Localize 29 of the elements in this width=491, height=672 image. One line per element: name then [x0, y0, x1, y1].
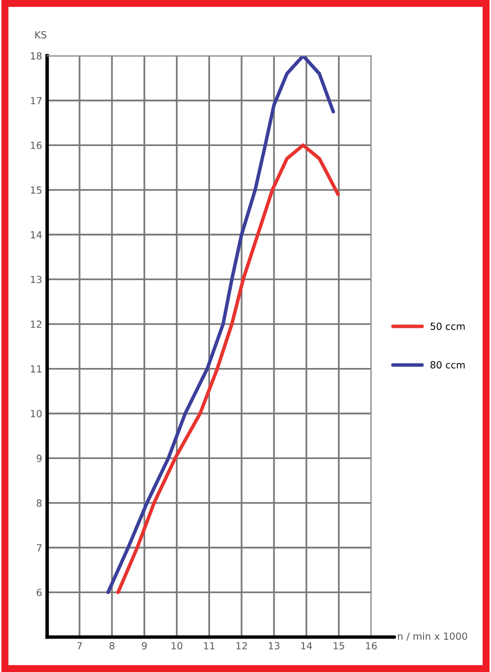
x-tick-label: 9: [142, 642, 147, 650]
y-tick-label: 16: [30, 142, 42, 150]
y-tick-label: 12: [30, 320, 42, 328]
line-series: [106, 56, 336, 594]
y-tick-label: 18: [30, 52, 42, 60]
y-tick-label: 11: [30, 365, 42, 372]
y-tick-label: 14: [30, 231, 42, 238]
x-tick-label: 15: [334, 642, 344, 650]
x-tick-label: 13: [268, 642, 280, 650]
y-axis-title: KS: [35, 31, 46, 38]
legend-label: 50 ccm: [430, 322, 465, 330]
y-tick-label: 7: [36, 544, 42, 552]
y-tick-label: 6: [36, 588, 42, 596]
y-tick-label: 8: [36, 499, 42, 507]
y-tick-label: 15: [30, 186, 42, 194]
x-tick-label: 12: [236, 642, 247, 650]
x-tick-label: 7: [77, 642, 82, 650]
x-tick-label: 16: [366, 642, 377, 650]
y-tick-label: 17: [30, 97, 42, 104]
y-tick-label: 13: [30, 276, 42, 284]
y-tick-label: 10: [30, 410, 42, 418]
line-series: [116, 143, 340, 594]
x-tick-label: 10: [172, 642, 182, 650]
x-tick-label: 8: [110, 642, 114, 650]
y-tick-label: 9: [36, 454, 42, 462]
legend-label: 80 ccm: [430, 361, 465, 369]
x-axis-title: n / min x 1000: [398, 632, 468, 641]
x-tick-label: 11: [204, 642, 214, 650]
x-tick-label: 14: [301, 642, 312, 650]
